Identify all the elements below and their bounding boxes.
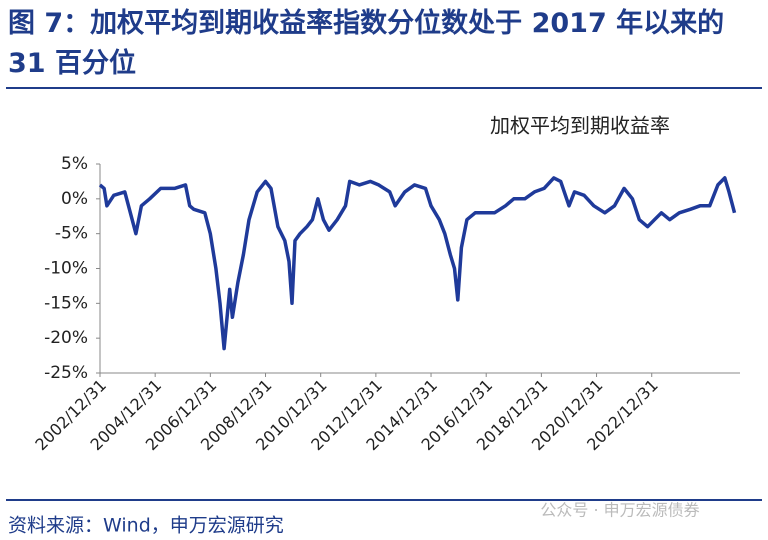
y-tick-label: -15% — [44, 293, 88, 313]
y-tick-label: -10% — [44, 259, 88, 279]
y-tick-label: 0% — [61, 189, 88, 209]
y-tick-label: -5% — [55, 224, 88, 244]
chart-title: 图 7：加权平均到期收益率指数分位数处于 2017 年以来的 31 百分位 — [8, 8, 725, 79]
y-tick-label: 5% — [61, 154, 88, 174]
watermark: 公众号 · 申万宏源债券 — [540, 501, 699, 520]
source-note: 资料来源：Wind，申万宏源研究 — [8, 515, 284, 537]
chart-subtitle: 加权平均到期收益率 — [490, 114, 670, 138]
y-tick-label: -20% — [44, 328, 88, 348]
data-line — [98, 176, 737, 351]
y-tick-label: -25% — [44, 363, 88, 383]
